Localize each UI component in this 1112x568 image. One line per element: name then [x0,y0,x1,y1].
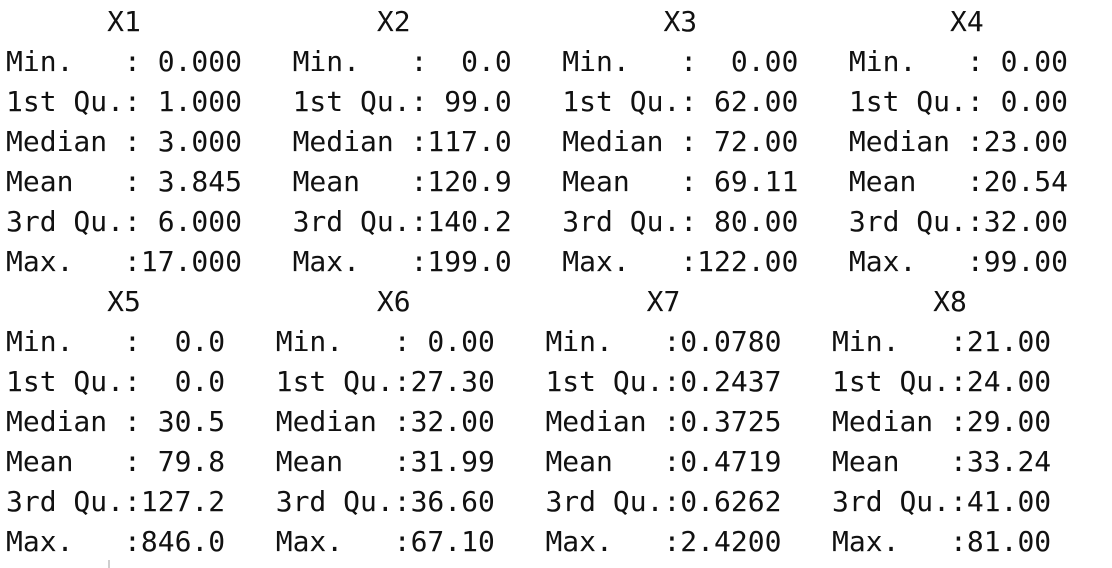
summary-row-mean: Mean : 3.845 Mean :120.9 Mean : 69.11 Me… [6,165,1102,198]
summary-header-x5-x8: X5 X6 X7 X8 [6,285,1085,318]
summary-row-1st-qu: 1st Qu.: 0.0 1st Qu.:27.30 1st Qu.:0.243… [6,365,1085,398]
summary-row-min: Min. : 0.000 Min. : 0.0 Min. : 0.00 Min.… [6,45,1102,78]
summary-header-x1-x4: X1 X2 X3 X4 [6,5,1102,38]
summary-row-1st-qu: 1st Qu.: 1.000 1st Qu.: 99.0 1st Qu.: 62… [6,85,1102,118]
summary-row-median: Median : 3.000 Median :117.0 Median : 72… [6,125,1102,158]
console-output: X1 X2 X3 X4 Min. : 0.000 Min. : 0.0 Min.… [6,2,1106,562]
summary-row-min: Min. : 0.0 Min. : 0.00 Min. :0.0780 Min.… [6,325,1085,358]
summary-row-3rd-qu: 3rd Qu.: 6.000 3rd Qu.:140.2 3rd Qu.: 80… [6,205,1102,238]
text-cursor [108,560,110,568]
summary-row-max: Max. :17.000 Max. :199.0 Max. :122.00 Ma… [6,245,1102,278]
summary-row-3rd-qu: 3rd Qu.:127.2 3rd Qu.:36.60 3rd Qu.:0.62… [6,485,1085,518]
summary-row-median: Median : 30.5 Median :32.00 Median :0.37… [6,405,1085,438]
summary-row-max: Max. :846.0 Max. :67.10 Max. :2.4200 Max… [6,525,1085,558]
summary-row-mean: Mean : 79.8 Mean :31.99 Mean :0.4719 Mea… [6,445,1085,478]
